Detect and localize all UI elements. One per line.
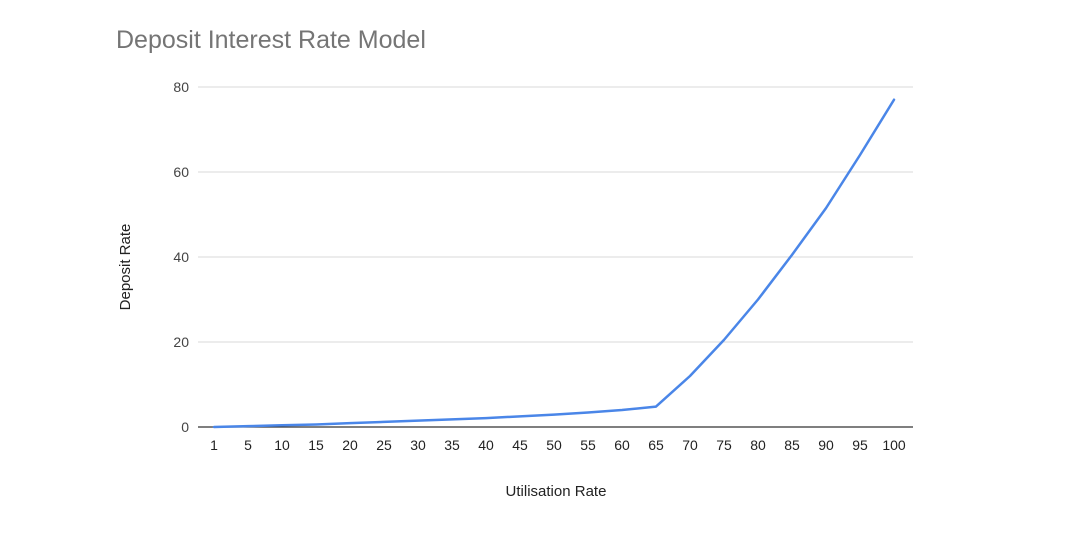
x-axis-label: Utilisation Rate <box>506 483 607 500</box>
x-tick-label: 70 <box>682 437 698 453</box>
y-tick-label: 40 <box>173 249 189 265</box>
x-tick-label: 20 <box>342 437 358 453</box>
x-tick-label: 10 <box>274 437 290 453</box>
y-tick-label: 80 <box>173 79 189 95</box>
x-tick-label: 100 <box>882 437 906 453</box>
gridlines <box>198 86 913 343</box>
x-tick-label: 1 <box>210 437 218 453</box>
x-tick-label: 35 <box>444 437 460 453</box>
series-layer <box>212 98 896 429</box>
x-tick-label: 40 <box>478 437 494 453</box>
x-tick-label: 55 <box>580 437 596 453</box>
x-tick-label: 60 <box>614 437 630 453</box>
x-tick-label: 85 <box>784 437 800 453</box>
x-tick-label: 80 <box>750 437 766 453</box>
x-tick-label: 65 <box>648 437 664 453</box>
y-tick-label: 20 <box>173 334 189 350</box>
x-tick-label: 95 <box>852 437 868 453</box>
chart-title: Deposit Interest Rate Model <box>116 26 426 54</box>
x-tick-label: 5 <box>244 437 252 453</box>
y-tick-label: 0 <box>181 419 189 435</box>
x-tick-label: 45 <box>512 437 528 453</box>
series-line <box>212 98 896 429</box>
x-tick-labels: 1 5 10 15 20 25 30 35 40 45 50 55 60 65 70 75 80 85 90 95 10… <box>210 437 906 453</box>
x-tick-label: 75 <box>716 437 732 453</box>
x-tick-label: 90 <box>818 437 834 453</box>
x-tick-label: 25 <box>376 437 392 453</box>
y-tick-label: 60 <box>173 164 189 180</box>
y-axis-label: Deposit Rate <box>117 224 134 311</box>
x-tick-label: 30 <box>410 437 426 453</box>
y-tick-labels: 0 20 40 60 80 <box>173 79 189 435</box>
x-tick-label: 15 <box>308 437 324 453</box>
x-tick-label: 50 <box>546 437 562 453</box>
